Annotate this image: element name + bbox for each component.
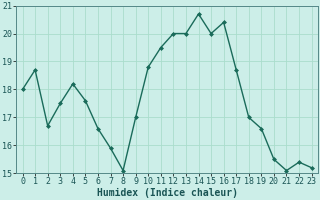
X-axis label: Humidex (Indice chaleur): Humidex (Indice chaleur): [97, 188, 237, 198]
